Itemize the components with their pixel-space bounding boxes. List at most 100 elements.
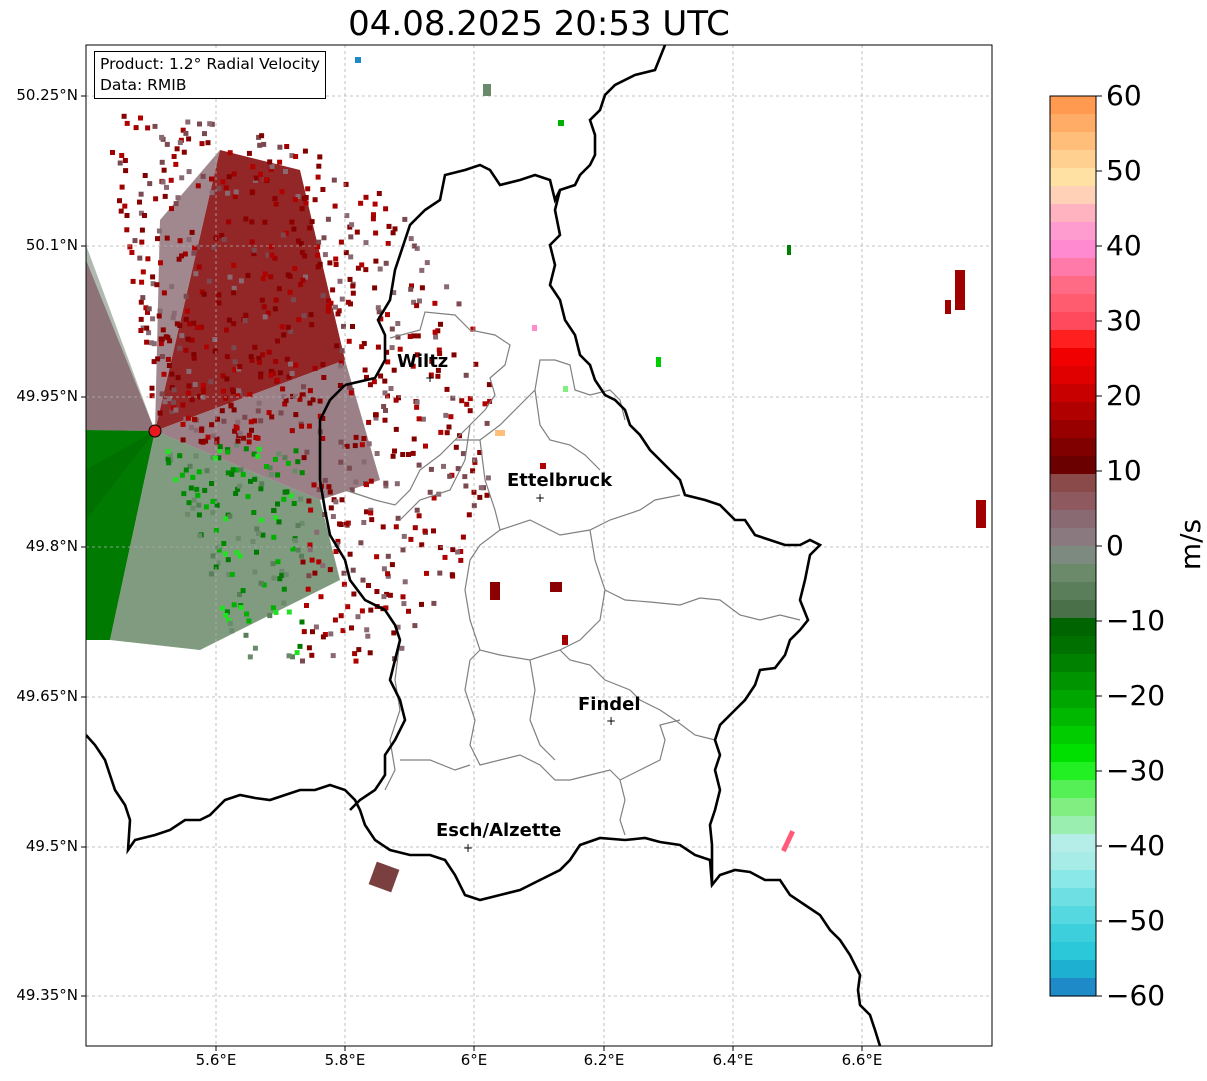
lon-tick-label: 6.6°E [841,1051,883,1069]
colorbar-segment [1050,168,1096,187]
city-marker: + [425,371,436,385]
lat-tick-label: 49.8°N [25,537,78,555]
map-title: 04.08.2025 20:53 UTC [348,4,730,44]
city-label-findel: Findel [578,694,641,715]
colorbar-tick-label: −20 [1106,679,1166,712]
colorbar-segment [1050,978,1096,997]
colorbar-tick-label: −40 [1106,829,1166,862]
radar-site-marker [148,424,162,438]
colorbar-segment [1050,132,1096,151]
colorbar-segment [1050,636,1096,655]
colorbar-segment [1050,366,1096,385]
graticule [86,45,992,1046]
colorbar-tick-label: 60 [1106,79,1142,112]
city-marker: + [606,714,617,728]
colorbar-segment [1050,348,1096,367]
colorbar-tick-label: −60 [1106,979,1166,1012]
colorbar-segment [1050,888,1096,907]
colorbar-segment [1050,564,1096,583]
colorbar-segment [1050,780,1096,799]
colorbar-segment [1050,726,1096,745]
colorbar-tick-label: 50 [1106,154,1142,187]
colorbar-segment [1050,384,1096,403]
lon-tick-label: 5.8°E [324,1051,366,1069]
colorbar-segment [1050,816,1096,835]
colorbar-tick-label: 30 [1106,304,1142,337]
lon-tick-label: 6.4°E [712,1051,754,1069]
product-label: Product: 1.2° Radial Velocity [100,55,320,73]
colorbar-segment [1050,186,1096,205]
map-frame [85,44,993,1047]
colorbar-segment [1050,240,1096,259]
colorbar-segment [1050,492,1096,511]
product-info-box: Product: 1.2° Radial Velocity Data: RMIB [94,51,326,99]
colorbar-segment [1050,600,1096,619]
colorbar-tick-label: 10 [1106,454,1142,487]
colorbar-segment [1050,834,1096,853]
city-marker: + [463,841,474,855]
colorbar-segment [1050,276,1096,295]
colorbar-segment [1050,438,1096,457]
colorbar-segment [1050,744,1096,763]
lon-tick-label: 6°E [460,1051,488,1069]
lat-tick-label: 50.25°N [16,86,78,104]
city-label-wiltz: Wiltz [397,351,449,372]
colorbar-segment [1050,312,1096,331]
colorbar [1050,96,1096,997]
colorbar-ticks [1096,95,1102,997]
lat-tick-label: 49.65°N [16,687,78,705]
canton-boundaries [344,311,801,836]
velocity-field [86,113,493,664]
colorbar-unit-label: m/s [1174,518,1207,571]
colorbar-segment [1050,942,1096,961]
colorbar-segment [1050,528,1096,547]
colorbar-segment [1050,870,1096,889]
colorbar-tick-label: 40 [1106,229,1142,262]
colorbar-tick-label: −30 [1106,754,1166,787]
colorbar-segment [1050,762,1096,781]
colorbar-segment [1050,114,1096,133]
colorbar-segment [1050,96,1096,115]
colorbar-segment [1050,456,1096,475]
colorbar-segment [1050,672,1096,691]
colorbar-segment [1050,690,1096,709]
colorbar-segment [1050,258,1096,277]
axis-ticks [81,95,863,1051]
country-borders [86,45,882,1046]
lat-tick-label: 49.35°N [16,986,78,1004]
lat-tick-label: 49.5°N [25,837,78,855]
city-label-ettelbruck: Ettelbruck [507,470,613,491]
colorbar-segment [1050,654,1096,673]
lon-tick-label: 6.2°E [583,1051,625,1069]
radar-echo-cells [355,57,986,893]
colorbar-segment [1050,294,1096,313]
colorbar-segment [1050,798,1096,817]
colorbar-segment [1050,546,1096,565]
colorbar-tick-label: −10 [1106,604,1166,637]
data-source-label: Data: RMIB [100,76,187,94]
lat-tick-label: 50.1°N [25,236,78,254]
colorbar-segment [1050,510,1096,529]
colorbar-segment [1050,330,1096,349]
colorbar-segment [1050,402,1096,421]
city-label-esch-alzette: Esch/Alzette [436,820,562,841]
colorbar-segment [1050,906,1096,925]
colorbar-segment [1050,204,1096,223]
lat-tick-label: 49.95°N [16,387,78,405]
colorbar-segment [1050,420,1096,439]
colorbar-segment [1050,924,1096,943]
colorbar-segment [1050,582,1096,601]
colorbar-segment [1050,852,1096,871]
colorbar-tick-label: 0 [1106,529,1124,562]
city-marker: + [535,491,546,505]
colorbar-segment [1050,960,1096,979]
colorbar-segment [1050,618,1096,637]
colorbar-segment [1050,150,1096,169]
colorbar-segment [1050,708,1096,727]
colorbar-segment [1050,474,1096,493]
colorbar-segment [1050,222,1096,241]
colorbar-tick-label: 20 [1106,379,1142,412]
colorbar-tick-label: −50 [1106,904,1166,937]
lon-tick-label: 5.6°E [195,1051,237,1069]
